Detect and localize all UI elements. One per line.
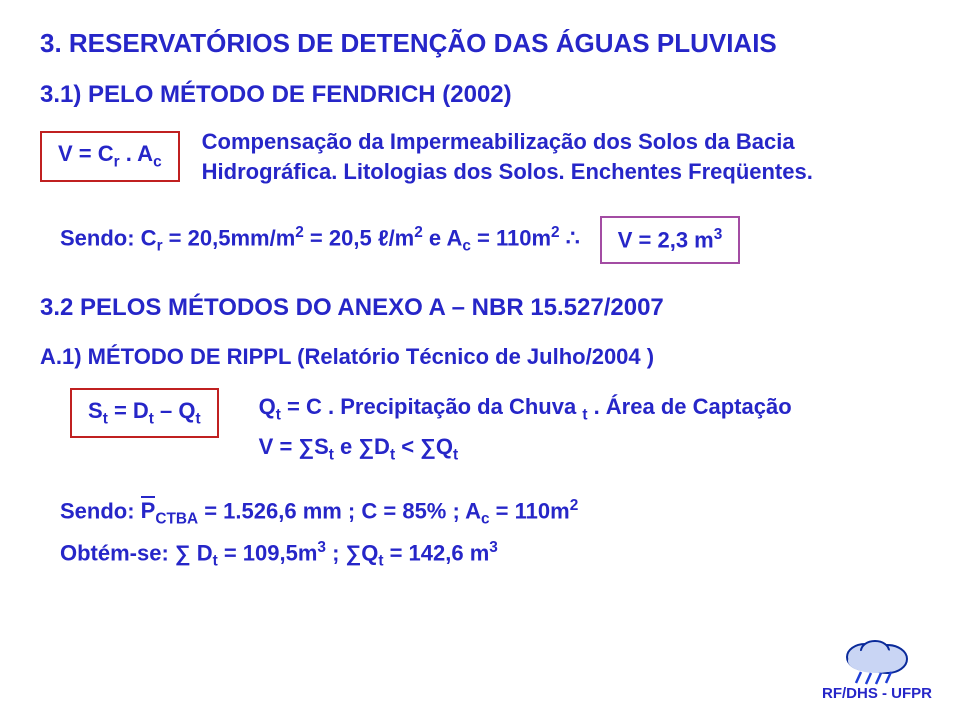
footer-label: RF/DHS - UFPR xyxy=(822,685,932,702)
sendo-prefix-32: Sendo: xyxy=(60,498,141,523)
sendo-prefix: Sendo: C xyxy=(60,225,157,250)
compensation-text: Compensação da Impermeabilização dos Sol… xyxy=(202,127,813,186)
sendo-sup2b: 2 xyxy=(414,224,423,241)
rippl-right: Qt = C . Precipitação da Chuva t . Área … xyxy=(259,388,792,469)
obtem-prefix: Obtém-se: ∑ D xyxy=(60,540,213,565)
ctba-sub: CTBA xyxy=(155,511,198,528)
obtem-mid: = 109,5m xyxy=(218,540,318,565)
desc-line-2: Hidrográfica. Litologias dos Solos. Ench… xyxy=(202,157,813,187)
sendo-text-31: Sendo: Cr = 20,5mm/m2 = 20,5 ℓ/m2 e Ac =… xyxy=(60,223,580,258)
v-a: V = ∑S xyxy=(259,434,329,459)
q-b: = C . Precipitação da Chuva xyxy=(281,394,582,419)
cloud-icon xyxy=(837,637,917,681)
ac-sub: c xyxy=(481,511,490,528)
result-box-v23: V = 2,3 m3 xyxy=(600,216,741,263)
formula-dot-a: . A xyxy=(120,141,153,166)
rippl-row: St = Dt – Qt Qt = C . Precipitação da Ch… xyxy=(70,388,920,469)
sendo-line-32: Sendo: PCTBA = 1.526,6 mm ; C = 85% ; Ac… xyxy=(60,497,920,529)
sendo-sup2d: 2 xyxy=(570,497,579,514)
result-sup3: 3 xyxy=(714,226,723,243)
q-line: Qt = C . Precipitação da Chuva t . Área … xyxy=(259,388,792,429)
v-c: < ∑Q xyxy=(395,434,453,459)
sendo-c-sub: c xyxy=(462,238,471,255)
p-text: P xyxy=(141,498,156,523)
obtem-sup3b: 3 xyxy=(489,539,498,556)
footer: RF/DHS - UFPR xyxy=(822,637,932,702)
v-b: e ∑D xyxy=(334,434,390,459)
page-title: 3. RESERVATÓRIOS DE DETENÇÃO DAS ÁGUAS P… xyxy=(40,28,920,59)
desc-line-1: Compensação da Impermeabilização dos Sol… xyxy=(202,127,813,157)
section-3-1-title: 3.1) PELO MÉTODO DE FENDRICH (2002) xyxy=(40,81,920,109)
sendo-mid3: e A xyxy=(423,225,463,250)
obtem-end2: = 142,6 m xyxy=(383,540,489,565)
formula-box-v: V = Cr . Ac xyxy=(40,131,180,181)
sendo-rest2: = 110m xyxy=(490,498,570,523)
sendo-mid1: = 20,5mm/m xyxy=(163,225,296,250)
p-bar: P xyxy=(141,498,156,524)
formula-c-sub: c xyxy=(153,154,162,171)
q-c: . Área de Captação xyxy=(587,394,791,419)
box-d: = D xyxy=(108,398,149,423)
box-q-t: t xyxy=(196,410,201,427)
obtem-end: ; ∑Q xyxy=(326,540,378,565)
sendo-therefore: ∴ xyxy=(560,225,580,250)
formula-box-s: St = Dt – Qt xyxy=(70,388,219,438)
formula-v-text: V = C xyxy=(58,141,114,166)
sendo-mid2: = 20,5 ℓ/m xyxy=(304,225,414,250)
vq-t-sub: t xyxy=(453,447,458,464)
v-line: V = ∑St e ∑Dt < ∑Qt xyxy=(259,428,792,469)
sendo-sup2c: 2 xyxy=(551,224,560,241)
formula-row-31: V = Cr . Ac Compensação da Impermeabiliz… xyxy=(40,127,920,186)
obtem-line: Obtém-se: ∑ Dt = 109,5m3 ; ∑Qt = 142,6 m… xyxy=(60,539,920,571)
method-a1-title: A.1) MÉTODO DE RIPPL (Relatório Técnico … xyxy=(40,344,920,370)
sendo-mid4: = 110m xyxy=(471,225,551,250)
box-q: – Q xyxy=(154,398,196,423)
section-3-2-title: 3.2 PELOS MÉTODOS DO ANEXO A – NBR 15.52… xyxy=(40,294,920,322)
result-v23-text: V = 2,3 m xyxy=(618,228,714,253)
box-s: S xyxy=(88,398,103,423)
sendo-rest: = 1.526,6 mm ; C = 85% ; A xyxy=(198,498,481,523)
sendo-row-31: Sendo: Cr = 20,5mm/m2 = 20,5 ℓ/m2 e Ac =… xyxy=(60,216,920,263)
sendo-sup2a: 2 xyxy=(295,224,304,241)
q-a: Q xyxy=(259,394,276,419)
obtem-sup3a: 3 xyxy=(317,539,326,556)
